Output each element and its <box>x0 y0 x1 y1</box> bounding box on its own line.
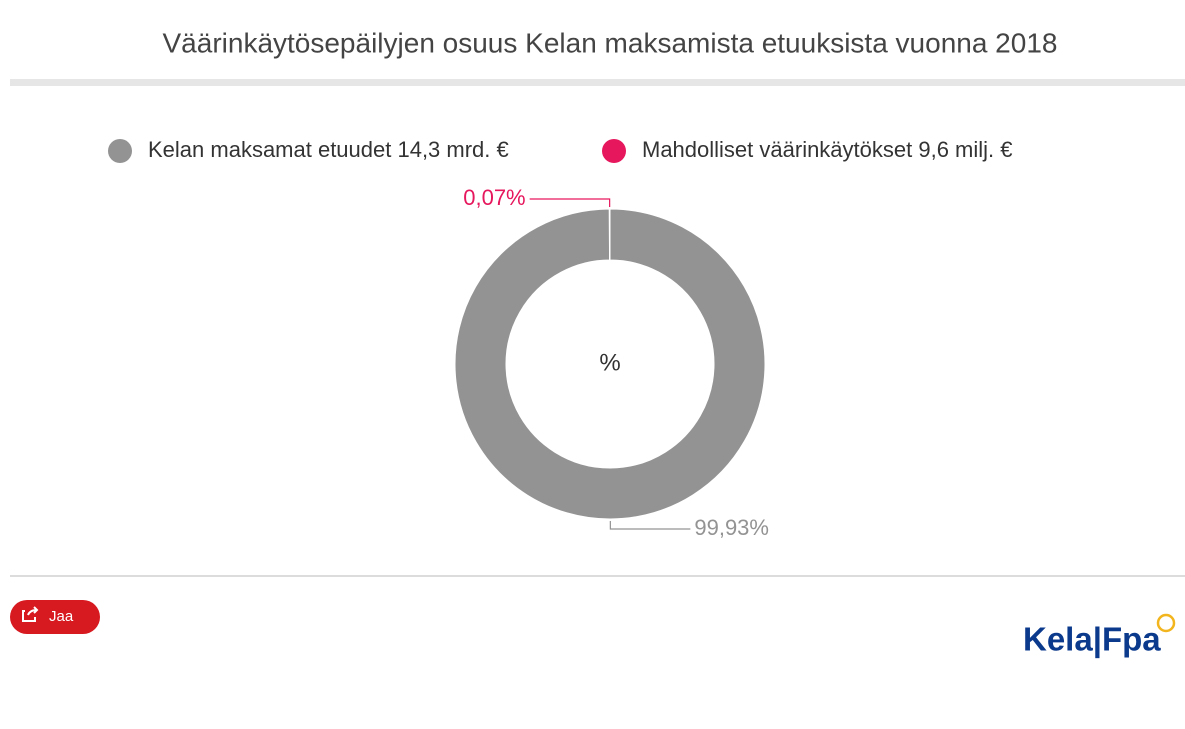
label-connector <box>529 198 611 208</box>
legend-label: Mahdolliset väärinkäytökset 9,6 milj. € <box>642 137 1013 162</box>
title-divider <box>10 79 1185 86</box>
logo-badge <box>1156 613 1176 633</box>
logo: Kela|Fpa <box>1023 621 1161 658</box>
share-button[interactable]: Jaa <box>10 600 100 634</box>
share-icon <box>22 606 39 622</box>
center-label: % <box>599 349 620 376</box>
slice <box>608 208 611 261</box>
slice <box>454 208 766 520</box>
data-label: 99,93% <box>694 515 769 540</box>
share-button-bg[interactable] <box>10 600 100 634</box>
legend-marker <box>108 139 132 163</box>
share-label[interactable]: Jaa <box>49 608 74 625</box>
data-label: 0,07% <box>463 185 525 210</box>
label-connector <box>609 520 691 530</box>
chart-title: Väärinkäytösepäilyjen osuus Kelan maksam… <box>163 27 1058 58</box>
legend-marker <box>602 139 626 163</box>
legend-label: Kelan maksamat etuudet 14,3 mrd. € <box>148 137 509 162</box>
